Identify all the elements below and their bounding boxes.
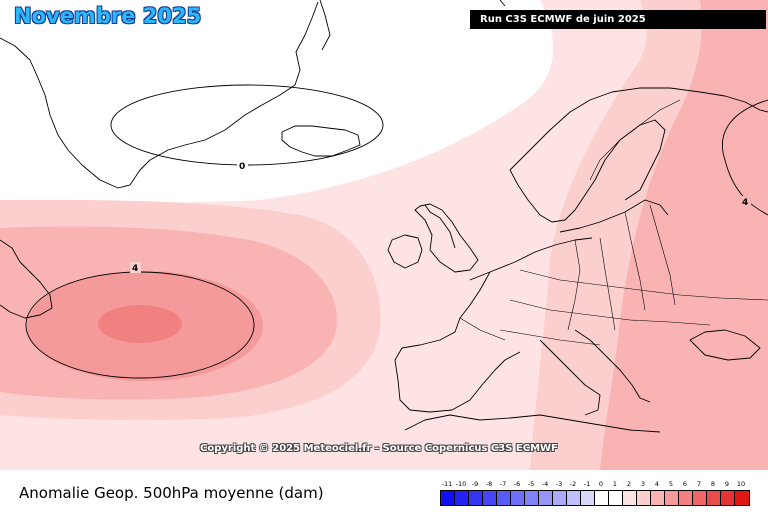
- color-scale-swatch: [455, 491, 469, 505]
- color-scale-swatch: [595, 491, 609, 505]
- color-scale-swatch: [511, 491, 525, 505]
- run-info-label: Run C3S ECMWF de juin 2025: [480, 14, 646, 25]
- coastline-norway-south: [509, 169, 596, 223]
- coastline-greenland-east-islands: [319, 0, 331, 51]
- color-scale-tick-label: 10: [736, 480, 746, 488]
- color-scale-tick-label: 3: [640, 480, 646, 488]
- anomaly-field-plus3-east: [600, 0, 768, 470]
- color-scale-swatch: [441, 491, 455, 505]
- color-scale-tick-label: 0: [598, 480, 604, 488]
- color-scale-swatch: [637, 491, 651, 505]
- copyright-notice: Copyright © 2025 Meteociel.fr - Source C…: [200, 443, 558, 454]
- color-scale-swatch: [553, 491, 567, 505]
- coastline-italy: [539, 339, 601, 416]
- color-scale-tick-label: -2: [569, 480, 577, 488]
- color-scale-tick-label: -3: [555, 480, 563, 488]
- coastline-scandinavia: [509, 87, 768, 171]
- contour-label-four-east: 4: [742, 198, 748, 208]
- color-scale-tick-label: -10: [455, 480, 467, 488]
- color-scale-swatch: [693, 491, 707, 505]
- color-scale-swatch: [735, 491, 749, 505]
- color-scale-swatch: [525, 491, 539, 505]
- color-scale-tick-label: 5: [668, 480, 674, 488]
- coastline-balkans: [574, 329, 651, 403]
- map-title: Novembre 2025: [14, 4, 202, 28]
- color-scale-tick-label: 2: [626, 480, 632, 488]
- color-scale-tick-label: 4: [654, 480, 660, 488]
- color-scale-swatch: [567, 491, 581, 505]
- color-scale-swatch: [623, 491, 637, 505]
- color-scale-tick-label: -4: [541, 480, 549, 488]
- color-scale-tick-label: 1: [612, 480, 618, 488]
- color-scale-tick-label: 8: [710, 480, 716, 488]
- color-scale-tick-label: -9: [471, 480, 479, 488]
- contour-line-four-east: [722, 99, 768, 216]
- coastline-north-africa: [404, 414, 661, 433]
- color-scale-labels: -11 -10 -9 -8 -7 -6 -5 -4 -3 -2 -1 0 1 2 3 4 5 6 7 8 9 10: [440, 480, 752, 490]
- coastline-iceland: [281, 125, 361, 157]
- color-scale-swatch: [497, 491, 511, 505]
- color-scale-swatch: [469, 491, 483, 505]
- color-scale-tick-label: -5: [527, 480, 535, 488]
- color-scale-swatch: [539, 491, 553, 505]
- color-scale-tick-label: 6: [682, 480, 688, 488]
- contour-label-zero: 0: [239, 162, 245, 172]
- color-scale-swatch: [483, 491, 497, 505]
- color-scale-tick-label: -7: [499, 480, 507, 488]
- color-scale-swatch: [609, 491, 623, 505]
- anomaly-field-plus5: [98, 305, 182, 343]
- anomaly-field-zero: [0, 0, 554, 205]
- color-scale-swatch: [707, 491, 721, 505]
- coastline-britain: [414, 203, 479, 273]
- coastline-greenland: [0, 1, 319, 189]
- variable-caption: Anomalie Geop. 500hPa moyenne (dam): [19, 484, 324, 502]
- color-scale-swatch: [679, 491, 693, 505]
- color-scale-tick-label: 7: [696, 480, 702, 488]
- color-scale-swatch: [721, 491, 735, 505]
- color-scale-tick-label: -6: [513, 480, 521, 488]
- color-scale-tick-label: -8: [485, 480, 493, 488]
- country-borders: [459, 99, 768, 346]
- coastline-svalbard-fragment: [499, 0, 506, 7]
- coastline-scotland: [424, 204, 456, 249]
- coastline-gulf-bothnia: [594, 119, 666, 201]
- color-scale-swatch: [651, 491, 665, 505]
- coastline-labrador: [0, 239, 53, 319]
- color-scale-tick-label: 9: [724, 480, 730, 488]
- run-info-box: Run C3S ECMWF de juin 2025: [470, 10, 766, 29]
- color-scale-tick-label: -11: [441, 480, 453, 488]
- anomaly-map: 0 4 4: [0, 0, 768, 470]
- coastline-ireland: [387, 234, 423, 269]
- color-scale-swatch: [665, 491, 679, 505]
- color-scale-tick-label: -1: [583, 480, 591, 488]
- contour-label-four-west: 4: [132, 264, 138, 274]
- footer-bar: Anomalie Geop. 500hPa moyenne (dam) -11-…: [0, 470, 768, 512]
- coastline-black-sea: [689, 329, 761, 361]
- color-scale-bar: [440, 490, 750, 506]
- color-scale-swatch: [581, 491, 595, 505]
